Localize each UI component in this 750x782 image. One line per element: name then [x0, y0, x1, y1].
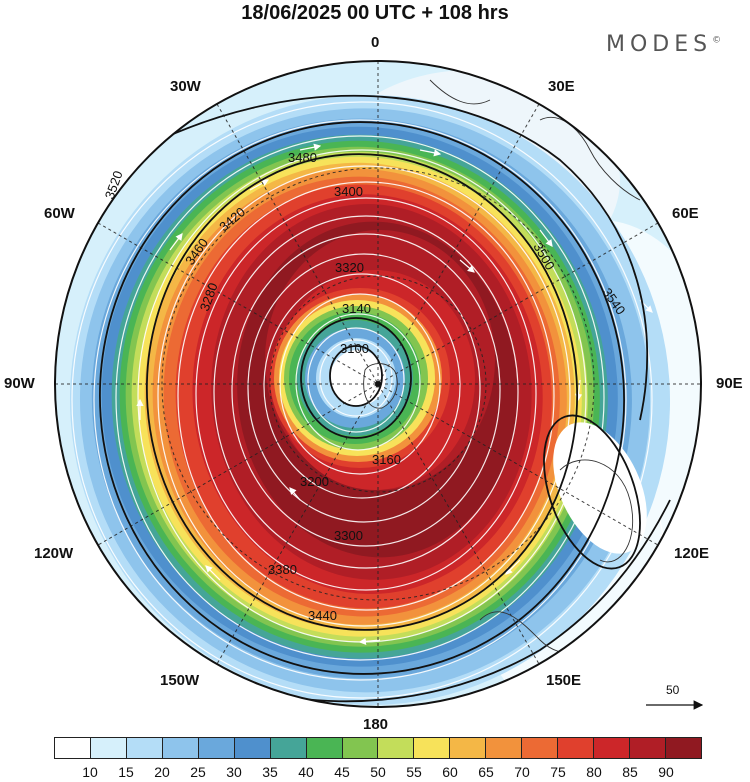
lon-label-90e: 90E — [716, 375, 743, 392]
lat-lon-grid — [55, 61, 701, 707]
color-scale-tick-label: 40 — [298, 764, 314, 780]
map-title: 18/06/2025 00 UTC + 108 hrs — [241, 2, 509, 24]
contour-label: 3100 — [340, 341, 369, 356]
contour-label: 3200 — [300, 474, 329, 489]
color-scale-swatch — [162, 738, 199, 758]
modes-logo: MODES© — [606, 32, 721, 57]
lon-label-120w: 120W — [34, 545, 74, 562]
color-scale-tick-label: 55 — [406, 764, 422, 780]
lon-label-90w: 90W — [4, 375, 35, 392]
color-scale-swatch — [306, 738, 343, 758]
color-scale-tick-label: 65 — [478, 764, 494, 780]
contour-label: 3480 — [288, 150, 317, 165]
color-scale-swatch — [198, 738, 235, 758]
color-scale-ticks: 10 15 20 25 30 35 40 45 50 55 60 65 70 75 80 85 90 — [54, 764, 702, 782]
lon-label-60e: 60E — [672, 205, 699, 222]
logo-copyright: © — [712, 35, 722, 46]
color-scale-tick-label: 50 — [370, 764, 386, 780]
color-scale-tick-label: 60 — [442, 764, 458, 780]
reference-vector-label: 50 — [666, 683, 680, 697]
color-scale-swatch — [594, 738, 630, 758]
color-scale-swatch — [665, 738, 701, 758]
lon-label-60w: 60W — [44, 205, 75, 222]
color-scale-tick-label: 20 — [154, 764, 170, 780]
lon-label-120e: 120E — [674, 545, 710, 562]
color-scale-swatch — [486, 738, 523, 758]
color-scale-swatch — [90, 738, 127, 758]
color-scale-tick-label: 70 — [514, 764, 530, 780]
color-scale-swatch — [126, 738, 163, 758]
color-scale-bar — [54, 737, 702, 759]
height-contours — [99, 94, 671, 703]
color-scale-tick-label: 45 — [334, 764, 350, 780]
contour-label: 3140 — [342, 301, 371, 316]
wind-speed-field — [55, 61, 701, 707]
lon-label-150w: 150W — [160, 672, 200, 689]
color-scale-swatch — [234, 738, 271, 758]
lon-label-30w: 30W — [170, 78, 201, 95]
color-scale-tick-label: 15 — [118, 764, 134, 780]
contour-label: 3440 — [308, 608, 337, 623]
contour-label: 3300 — [334, 528, 363, 543]
map-boundary — [54, 60, 702, 708]
lon-label-180: 180 — [363, 716, 389, 733]
color-scale-swatch — [55, 738, 91, 758]
lon-label-30e: 30E — [548, 78, 575, 95]
pole-marker — [375, 381, 381, 387]
color-scale-swatch — [522, 738, 559, 758]
color-scale-tick-label: 90 — [658, 764, 674, 780]
contour-label: 3160 — [372, 452, 401, 467]
contour-label: 3320 — [335, 260, 364, 275]
lon-label-150e: 150E — [546, 672, 582, 689]
reference-vector: 50 — [640, 683, 710, 713]
color-scale-tick-label: 30 — [226, 764, 242, 780]
logo-text: MODES — [606, 32, 713, 57]
color-scale-tick-label: 85 — [622, 764, 638, 780]
contour-label: 3380 — [268, 562, 297, 577]
color-scale-swatch — [270, 738, 307, 758]
color-scale-swatch — [630, 738, 666, 758]
color-scale-swatch — [342, 738, 379, 758]
lon-label-0: 0 — [371, 34, 380, 51]
color-scale-tick-label: 10 — [82, 764, 98, 780]
color-scale-tick-label: 25 — [190, 764, 206, 780]
color-scale-swatch — [378, 738, 415, 758]
color-scale-swatch — [450, 738, 487, 758]
reference-arrow-icon — [646, 700, 704, 710]
color-scale-tick-label: 80 — [586, 764, 602, 780]
color-scale-tick-label: 75 — [550, 764, 566, 780]
contour-label: 3400 — [334, 184, 363, 199]
color-scale-swatch — [414, 738, 451, 758]
color-scale-swatch — [558, 738, 595, 758]
color-scale-tick-label: 35 — [262, 764, 278, 780]
